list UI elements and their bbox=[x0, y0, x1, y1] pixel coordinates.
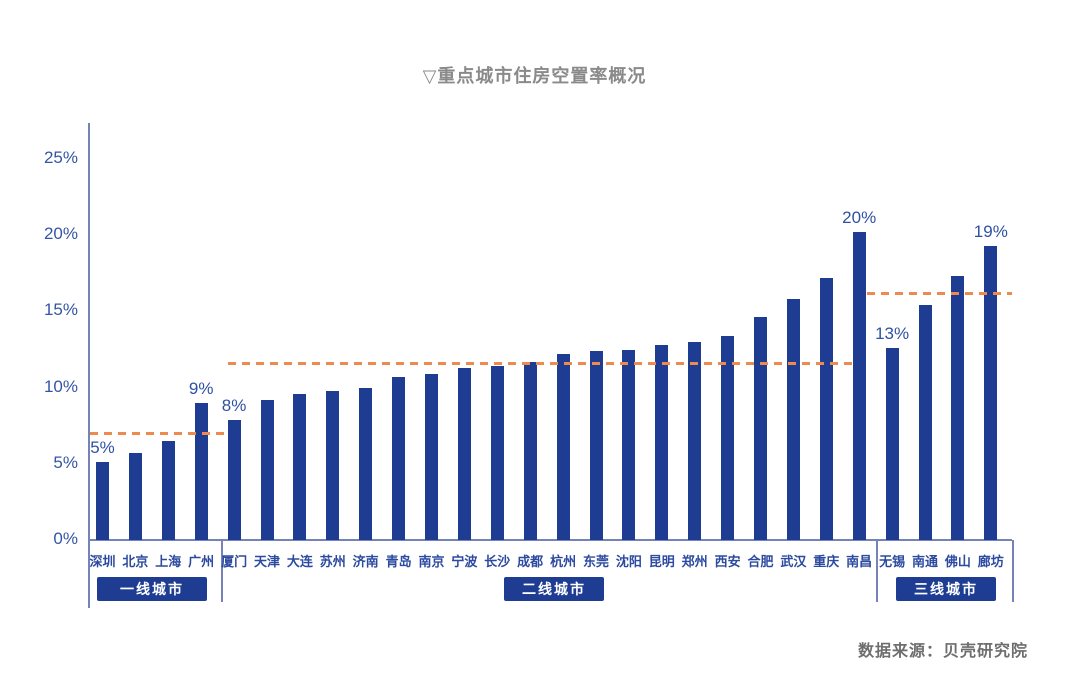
bar bbox=[161, 440, 175, 540]
city-label: 天津 bbox=[253, 554, 280, 569]
bar bbox=[293, 393, 307, 540]
city-label: 西安 bbox=[714, 554, 741, 569]
tier-badge: 二线城市 bbox=[504, 577, 604, 601]
bar bbox=[194, 402, 208, 540]
tier-badge: 三线城市 bbox=[896, 577, 996, 601]
city-label: 上海 bbox=[155, 554, 182, 569]
city-label: 佛山 bbox=[944, 554, 971, 569]
bar bbox=[819, 277, 833, 540]
tier-average-dashed-line bbox=[867, 292, 1012, 296]
y-tick-label: 15% bbox=[43, 300, 78, 320]
y-axis-line bbox=[88, 123, 90, 608]
y-tick-label: 5% bbox=[53, 452, 78, 472]
city-label: 广州 bbox=[188, 554, 215, 569]
city-label: 东莞 bbox=[582, 554, 609, 569]
bar bbox=[918, 305, 932, 540]
bar-value-label: 19% bbox=[973, 221, 1008, 241]
city-label: 合肥 bbox=[747, 554, 774, 569]
bar-value-label: 9% bbox=[188, 378, 214, 398]
city-label: 苏州 bbox=[319, 554, 346, 569]
city-label: 昆明 bbox=[648, 554, 675, 569]
y-tick-label: 0% bbox=[53, 529, 78, 548]
y-tick-label: 20% bbox=[43, 224, 78, 244]
data-source-caption: 数据来源：贝壳研究院 bbox=[857, 643, 1028, 660]
city-label: 武汉 bbox=[780, 554, 807, 569]
bar-value-label: 13% bbox=[875, 323, 910, 343]
bar bbox=[885, 347, 899, 540]
city-label: 青岛 bbox=[385, 554, 412, 569]
bar bbox=[326, 390, 340, 540]
bar bbox=[556, 354, 570, 540]
bar-value-label: 8% bbox=[221, 395, 247, 415]
bar bbox=[951, 276, 965, 540]
city-label: 大连 bbox=[286, 554, 313, 569]
bar bbox=[359, 387, 373, 540]
city-label: 南通 bbox=[911, 554, 938, 569]
city-label: 沈阳 bbox=[615, 554, 642, 569]
bar bbox=[490, 366, 504, 540]
tier-average-dashed-line bbox=[90, 432, 224, 436]
tier-divider-line bbox=[876, 540, 878, 602]
city-label: 南京 bbox=[418, 554, 445, 569]
bar bbox=[523, 361, 537, 540]
bar bbox=[392, 376, 406, 540]
bar bbox=[227, 419, 241, 540]
bar bbox=[786, 299, 800, 540]
bar bbox=[457, 367, 471, 540]
bar bbox=[655, 344, 669, 540]
city-label: 厦门 bbox=[221, 554, 248, 569]
city-label: 济南 bbox=[352, 554, 379, 569]
x-axis-line bbox=[88, 539, 1012, 541]
city-label: 杭州 bbox=[550, 554, 577, 569]
tier-average-dashed-line bbox=[228, 362, 856, 366]
tier-divider-line bbox=[221, 540, 223, 602]
bar bbox=[984, 245, 998, 540]
y-tick-label: 10% bbox=[43, 376, 78, 396]
bar bbox=[128, 453, 142, 540]
city-label: 长沙 bbox=[484, 554, 511, 569]
city-label: 重庆 bbox=[813, 554, 840, 569]
bar bbox=[96, 462, 109, 540]
city-label: 廊坊 bbox=[977, 554, 1004, 569]
chart-title: ▽重点城市住房空置率概况 bbox=[422, 66, 647, 86]
bar bbox=[754, 317, 767, 540]
bar bbox=[589, 351, 603, 540]
city-label: 成都 bbox=[517, 554, 544, 569]
city-label: 深圳 bbox=[89, 554, 116, 569]
bar bbox=[852, 232, 866, 540]
y-tick-label: 25% bbox=[43, 148, 78, 167]
city-label: 北京 bbox=[122, 554, 149, 569]
tier-divider-line bbox=[1012, 540, 1014, 602]
tier-badge: 一线城市 bbox=[97, 577, 207, 601]
city-label: 郑州 bbox=[681, 554, 708, 569]
bar bbox=[622, 349, 636, 540]
bar bbox=[721, 335, 735, 540]
bar-value-label: 20% bbox=[842, 208, 877, 228]
bar bbox=[425, 373, 438, 540]
city-label: 南昌 bbox=[846, 554, 873, 569]
bar bbox=[688, 341, 702, 540]
city-label: 无锡 bbox=[879, 554, 906, 569]
bar bbox=[260, 399, 274, 540]
bar-value-label: 5% bbox=[90, 438, 115, 458]
city-label: 宁波 bbox=[451, 554, 478, 569]
